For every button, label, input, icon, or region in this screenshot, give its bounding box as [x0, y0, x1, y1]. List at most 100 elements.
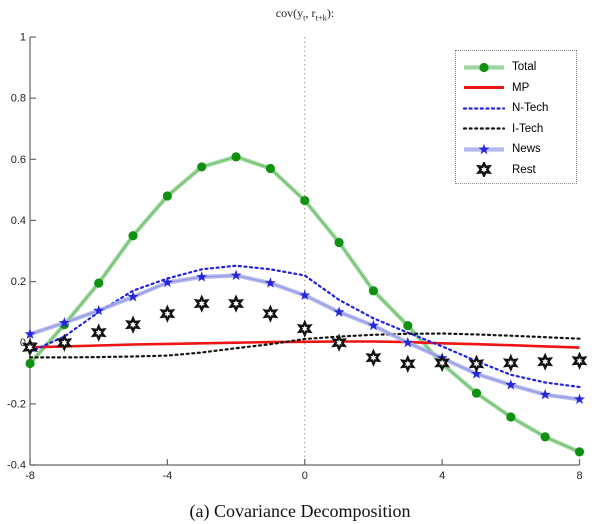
legend-swatch-i-tech [462, 127, 506, 130]
x-tick-label: 4 [439, 470, 445, 482]
x-tick-label: 0 [302, 470, 308, 482]
pentagram-marker-icon [161, 276, 173, 288]
legend-item-n-tech: N-Tech [462, 98, 576, 119]
pentagram-marker-icon [264, 277, 276, 288]
legend-label: Rest [512, 163, 536, 176]
y-tick-label: 0.8 [11, 93, 26, 105]
series-n-tech [28, 264, 581, 389]
legend-item-i-tech: I-Tech [462, 119, 576, 140]
circle-marker-icon [94, 278, 104, 288]
circle-marker-icon [540, 432, 550, 442]
circle-marker-icon [334, 237, 344, 248]
chart-title-text: cov(y [275, 6, 304, 20]
y-tick-label: -0.4 [7, 460, 26, 472]
y-tick-label: 1 [20, 32, 26, 44]
hexagram-marker-icon [56, 333, 73, 352]
pentagram-marker-icon [230, 269, 242, 281]
hexagram-marker-icon [262, 304, 279, 323]
legend-item-rest: Rest [462, 160, 576, 181]
legend-marker [479, 62, 489, 72]
legend-item-news: News [462, 139, 576, 160]
pentagram-marker-icon [478, 143, 490, 154]
hexagram-marker-icon [296, 319, 313, 338]
hexagram-marker-icon [502, 353, 519, 373]
hexagram-marker-icon [434, 353, 451, 373]
circle-marker-icon [368, 286, 379, 296]
hexagram-marker-icon [228, 294, 245, 313]
y-tick-label: -0.2 [7, 398, 26, 410]
circle-marker-icon [162, 191, 172, 201]
series-total [25, 152, 585, 457]
circle-marker-icon [231, 152, 241, 162]
hexagram-marker-icon [193, 294, 210, 313]
y-tick-label: 0.4 [11, 215, 26, 227]
legend-label: I-Tech [512, 122, 544, 135]
circle-marker-icon [479, 62, 489, 72]
hexagram-marker-icon [468, 354, 485, 374]
series-mp [29, 340, 580, 349]
pentagram-marker-icon [367, 319, 379, 331]
pentagram-marker-icon [58, 317, 70, 328]
hexagram-marker-icon [159, 304, 176, 323]
legend-label: N-Tech [512, 102, 549, 115]
circle-marker-icon [574, 447, 585, 457]
hexagram-marker-icon [125, 315, 142, 334]
hexagram-marker-icon [365, 348, 382, 367]
figure-caption: (a) Covariance Decomposition [189, 501, 411, 521]
hexagram-marker-icon [22, 338, 38, 357]
pentagram-marker-icon [573, 393, 586, 404]
chart-title: cov(yt, rt+k): [30, 6, 580, 22]
series-line [28, 264, 581, 389]
hexagram-marker-icon [331, 333, 348, 352]
legend-label: MP [512, 81, 530, 94]
legend: Total MP N-Tech I-Tech News Rest [455, 50, 577, 184]
legend-marker [476, 162, 492, 178]
axes [29, 36, 581, 466]
series-i-tech [28, 332, 581, 359]
y-tick-label: 0.2 [11, 276, 26, 288]
circle-marker-icon [506, 412, 516, 422]
chart-title-sub2: t+k [315, 12, 327, 23]
pentagram-marker-icon [24, 328, 36, 339]
chart-title-sub1: t [303, 12, 306, 23]
legend-label: News [512, 143, 541, 156]
legend-swatch-n-tech [462, 107, 506, 110]
legend-swatch-news [464, 143, 504, 154]
pentagram-marker-icon [505, 379, 517, 390]
circle-marker-icon [471, 388, 482, 398]
series-line [29, 340, 580, 349]
hexagram-marker-icon [399, 354, 416, 374]
x-tick-label: -8 [25, 470, 35, 482]
pentagram-marker-icon [470, 368, 482, 379]
hexagram-marker-icon [571, 351, 588, 370]
pentagram-marker-icon [93, 304, 105, 316]
pentagram-marker-icon [127, 291, 139, 302]
pentagram-marker-icon [299, 289, 311, 301]
pentagram-marker-icon [539, 388, 551, 400]
pentagram-marker-icon [402, 336, 414, 348]
circle-marker-icon [128, 231, 138, 241]
legend-swatch-total [464, 62, 504, 72]
circle-marker-icon [300, 195, 310, 206]
x-tick-label: 8 [576, 470, 582, 482]
hexagram-marker-icon [537, 352, 554, 371]
legend-swatch-mp [464, 86, 504, 90]
hexagram-marker-icon [90, 323, 107, 342]
legend-item-mp: MP [462, 78, 576, 99]
pentagram-marker-icon [333, 306, 345, 317]
chart-title-mid: , r [305, 6, 316, 20]
circle-marker-icon [265, 163, 276, 174]
x-tick-label: -4 [162, 470, 172, 482]
legend-swatch-rest [476, 162, 492, 178]
chart-title-suffix: ): [326, 6, 335, 20]
legend-label: Total [512, 61, 537, 74]
circle-marker-icon [197, 162, 207, 172]
hexagram-marker-icon [476, 162, 492, 178]
pentagram-marker-icon [196, 271, 208, 282]
y-tick-label: 0.6 [11, 154, 26, 166]
circle-marker-icon [403, 320, 413, 331]
legend-marker [478, 143, 490, 154]
circle-marker-icon [25, 358, 35, 369]
